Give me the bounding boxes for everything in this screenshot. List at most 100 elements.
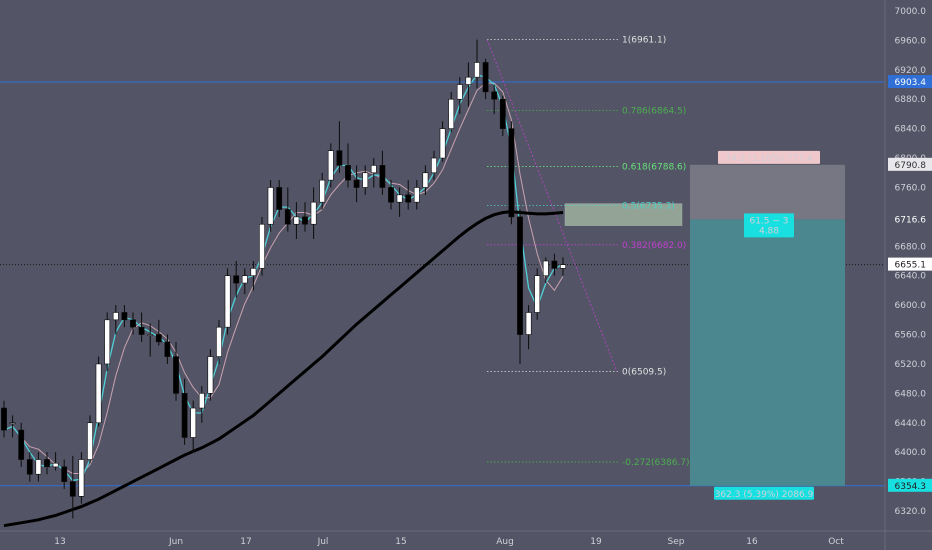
- target-zone: [690, 219, 845, 486]
- candle-body: [474, 62, 480, 78]
- candle-body: [396, 194, 403, 203]
- candle-body: [310, 201, 317, 225]
- candle-body: [95, 363, 102, 424]
- time-tick-label: Oct: [828, 537, 844, 547]
- price-tag-lower-level-bg: [888, 478, 932, 492]
- candle-body: [499, 98, 506, 129]
- candle-body: [267, 187, 274, 225]
- candle-body: [276, 187, 283, 210]
- candle-body: [491, 91, 498, 100]
- candle-body: [112, 312, 119, 321]
- fib-level-label: 0.382(6682.0): [622, 241, 686, 251]
- target-box-label-bg: [714, 486, 814, 500]
- candle-body: [130, 319, 136, 328]
- risk-reward-label: 61.5 ~ 34.88: [744, 213, 794, 238]
- candle-body: [18, 429, 25, 460]
- time-tick-label: 13: [54, 537, 65, 547]
- fib-level-label: 0(6509.5): [622, 368, 666, 378]
- candle-body: [1, 407, 7, 431]
- price-tag-current-bg: [888, 257, 932, 271]
- time-axis[interactable]: 13 Jun 17 Jul 15 Aug 19 Sep 16 Oct: [0, 530, 932, 547]
- candle-body: [44, 459, 50, 468]
- price-tick-label: 6880.0: [895, 95, 927, 105]
- price-tick-label: 7000.0: [895, 7, 927, 17]
- risk-reward-label-bg: [744, 213, 794, 238]
- candle-body: [259, 223, 265, 269]
- candle-body: [181, 393, 188, 438]
- risk-reward-label-text: 4.88: [759, 226, 779, 236]
- stop-box-label-bg: [718, 150, 820, 164]
- candle-body: [293, 216, 300, 225]
- candle-body: [422, 172, 429, 188]
- price-tick-label: 6520.0: [895, 360, 927, 370]
- candle-body: [482, 62, 489, 93]
- price-tick-label: 6640.0: [895, 272, 927, 282]
- price-tag-entry: 6716.6: [895, 215, 927, 225]
- candle-body: [379, 165, 386, 188]
- price-tick-label: 6440.0: [895, 419, 927, 429]
- position-zones-layer: [690, 164, 845, 486]
- fib-level-label: 0.786(6864.5): [622, 107, 686, 117]
- candle-body: [525, 312, 532, 335]
- time-tick-label: 15: [395, 537, 406, 547]
- stop-box-label-text: 74.2 (1.10%) 777.4: [725, 154, 812, 164]
- long-moving-average: [3, 210, 564, 528]
- fib-level-label: -0.272(6386.7): [622, 458, 690, 468]
- candle-body: [173, 356, 179, 394]
- candle-body: [155, 334, 162, 343]
- candle-body: [362, 172, 369, 188]
- candle-body: [517, 216, 523, 335]
- candle-body: [87, 422, 93, 460]
- price-tick-label: 6400.0: [895, 448, 927, 458]
- candle-body: [61, 466, 68, 482]
- price-tick-label: 6960.0: [895, 36, 927, 46]
- stop-box-label: 74.2 (1.10%) 777.4: [718, 150, 820, 164]
- candle-body: [207, 356, 214, 394]
- overlay-layer: 74.2 (1.10%) 777.4 61.5 ~ 34.88 362.3 (5.3…: [714, 150, 820, 500]
- fib-level-label: 0.5(6735.3): [622, 202, 675, 212]
- price-tick-label: 6320.0: [895, 507, 927, 517]
- candle-body: [534, 275, 541, 313]
- candle-body: [35, 459, 42, 475]
- fib-trendline: [486, 39, 618, 372]
- candle-body: [448, 98, 455, 129]
- price-tag-stop-bg: [888, 157, 932, 171]
- price-tick-label: 6840.0: [895, 125, 927, 135]
- fast-moving-average: [3, 73, 564, 482]
- time-tick-label: Jun: [168, 537, 183, 547]
- candles-layer: [1, 39, 566, 519]
- time-tick-label: Aug: [496, 537, 514, 547]
- fibonacci-layer: 1(6961.1) 0.786(6864.5) 0.618(6788.6) 0.5(6…: [486, 36, 690, 468]
- candle-body: [164, 341, 171, 357]
- candle-body: [26, 459, 33, 475]
- time-tick-label: 17: [240, 537, 251, 547]
- candle-body: [405, 194, 412, 203]
- price-tick-label: 6760.0: [895, 183, 927, 193]
- candle-body: [241, 275, 248, 284]
- candle-body: [104, 319, 111, 365]
- candle-body: [9, 422, 16, 425]
- price-tag-entry-bg: [888, 212, 932, 226]
- time-tick-label: 19: [590, 537, 602, 547]
- candle-body: [121, 312, 128, 321]
- target-box-label: 362.3 (5.39%) 2086.9: [714, 486, 814, 500]
- candle-body: [465, 76, 472, 85]
- candle-body: [52, 462, 59, 468]
- price-tag-current: 6655.1: [895, 261, 927, 271]
- time-tick-label: 16: [746, 537, 758, 547]
- candle-body: [284, 209, 291, 225]
- candle-body: [388, 187, 394, 203]
- time-tick-label: Jul: [317, 537, 329, 547]
- price-tick-label: 6920.0: [895, 66, 927, 76]
- candle-body: [431, 157, 437, 174]
- candle-body: [370, 165, 377, 174]
- candle-body: [345, 165, 351, 181]
- candle-body: [439, 128, 446, 159]
- candle-body: [147, 334, 154, 336]
- candle-body: [542, 260, 549, 277]
- price-tag-upper-level-bg: [888, 75, 932, 89]
- price-axis[interactable]: 7000.06960.06920.06880.06840.06800.06760…: [884, 0, 932, 550]
- fib-zone-box: [564, 203, 683, 226]
- fib-level-label: 1(6961.1): [622, 36, 666, 46]
